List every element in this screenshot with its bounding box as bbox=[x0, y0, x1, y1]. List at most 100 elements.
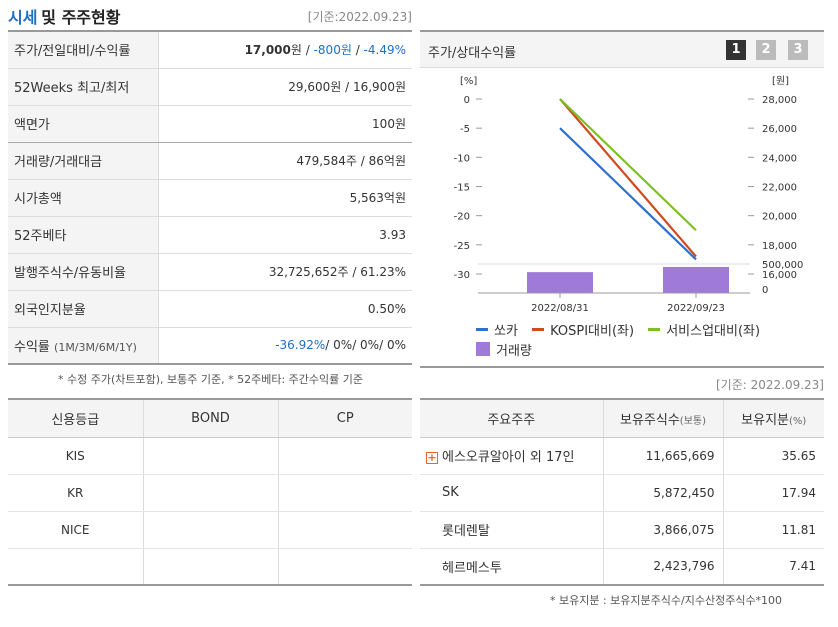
return-1y: 0% bbox=[386, 338, 406, 353]
shareholders-table: 주요주주 보유주식수(보통) 보유지분(%) + 에스오큐알아이 외 17인 11… bbox=[420, 398, 824, 586]
column-header: 보유주식수(보통) bbox=[603, 399, 724, 438]
table-row: 외국인지분율 0.50% bbox=[8, 290, 412, 328]
row-label: 액면가 bbox=[8, 105, 159, 143]
legend-item-socar[interactable]: 쏘카 bbox=[476, 319, 518, 339]
right-tick-label: 24,000 bbox=[762, 153, 797, 164]
right-tick-label: 26,000 bbox=[762, 124, 797, 135]
series-line bbox=[559, 98, 697, 232]
table-row: 시가총액 5,563억원 bbox=[8, 179, 412, 217]
title-text: 및 주주현황 bbox=[41, 8, 121, 27]
holder-name: 롯데렌탈 bbox=[420, 511, 604, 549]
table-row: NICE bbox=[8, 511, 412, 549]
section-title-row: 시세 및 주주현황 [기준:2022.09.23] bbox=[8, 4, 412, 27]
series-line bbox=[559, 127, 697, 261]
column-header: 보유지분(%) bbox=[723, 399, 824, 438]
right-axis-unit: [원] bbox=[772, 75, 789, 87]
left-tick-label: -15 bbox=[454, 183, 470, 194]
left-tick-label: -25 bbox=[454, 241, 470, 252]
column-header: BOND bbox=[143, 399, 279, 438]
row-label: 외국인지분율 bbox=[8, 290, 159, 328]
row-label: 주가/전일대비/수익률 bbox=[8, 31, 159, 69]
price-summary-table: 주가/전일대비/수익률 17,000원 / -800원 / -4.49% 52W… bbox=[8, 30, 412, 365]
legend-item-kospi[interactable]: KOSPI대비(좌) bbox=[532, 319, 634, 339]
holder-pct: 11.81 bbox=[723, 511, 824, 549]
price-footnote: * 수정 주가(차트포함), 보통주 기준, * 52주베타: 주간수익률 기준 bbox=[58, 373, 364, 386]
table-row: 거래량/거래대금 479,584주 / 86억원 bbox=[8, 142, 412, 180]
bond-rating bbox=[143, 474, 279, 512]
holders-footnote: * 보유지분 : 보유지분주식수/지수산정주식수*100 bbox=[550, 594, 783, 607]
holder-pct: 17.94 bbox=[723, 474, 824, 512]
left-axis-unit: [%] bbox=[460, 76, 477, 87]
row-value: 479,584주 / 86억원 bbox=[158, 142, 412, 180]
base-date: [기준:2022.09.23] bbox=[307, 10, 412, 24]
agency-name: NICE bbox=[8, 511, 144, 549]
header-sub: (보통) bbox=[679, 415, 706, 427]
left-tick-label: -30 bbox=[454, 270, 470, 281]
bond-rating bbox=[143, 511, 279, 549]
table-row: 발행주식수/유동비율 32,725,652주 / 61.23% bbox=[8, 253, 412, 291]
table-row: SK 5,872,450 17.94 bbox=[420, 474, 824, 512]
right-tick-label: 22,000 bbox=[762, 183, 797, 194]
row-label: 거래량/거래대금 bbox=[8, 142, 159, 180]
holder-pct: 7.41 bbox=[723, 548, 824, 586]
page-button-3[interactable]: 3 bbox=[788, 40, 808, 60]
row-value: 3.93 bbox=[158, 216, 412, 254]
cp-rating bbox=[278, 548, 412, 586]
volume-tick-label: 0 bbox=[762, 285, 768, 296]
table-header-row: 신용등급 BOND CP bbox=[8, 399, 412, 438]
holder-name: 헤르메스투 bbox=[420, 548, 604, 586]
legend-label: 쏘카 bbox=[494, 323, 518, 339]
title-highlight: 시세 bbox=[8, 8, 38, 27]
chart-legend: 쏘카 KOSPI대비(좌) 서비스업대비(좌) 거래량 bbox=[476, 319, 816, 360]
credit-rating-table: 신용등급 BOND CP KIS KR NICE bbox=[8, 398, 412, 586]
holder-shares: 3,866,075 bbox=[603, 511, 724, 549]
legend-item-volume[interactable]: 거래량 bbox=[476, 339, 532, 359]
legend-box-icon bbox=[476, 342, 490, 356]
series-line bbox=[559, 98, 697, 258]
legend-item-service[interactable]: 서비스업대비(좌) bbox=[648, 319, 760, 339]
return-1m: -36.92% bbox=[275, 338, 326, 353]
chart-header: 주가/상대수익률 1 2 3 bbox=[420, 30, 824, 68]
table-row: 52Weeks 최고/최저 29,600원 / 16,900원 bbox=[8, 68, 412, 106]
legend-line-icon bbox=[648, 327, 661, 331]
right-tick-label: 28,000 bbox=[762, 95, 797, 106]
column-header: 주요주주 bbox=[420, 399, 604, 438]
row-label: 발행주식수/유동비율 bbox=[8, 253, 159, 291]
right-tick-label: 16,000 bbox=[762, 270, 797, 281]
agency-name bbox=[8, 548, 144, 586]
page-button-2[interactable]: 2 bbox=[756, 40, 776, 60]
bond-rating bbox=[143, 548, 279, 586]
price-change-rate: -4.49% bbox=[363, 43, 406, 58]
holder-shares: 5,872,450 bbox=[603, 474, 724, 512]
x-tick-label: 2022/09/23 bbox=[667, 303, 725, 314]
column-header: 신용등급 bbox=[8, 399, 144, 438]
cp-rating bbox=[278, 437, 412, 475]
left-tick-label: 0 bbox=[464, 95, 470, 106]
row-value: 0.50% bbox=[158, 290, 412, 328]
price-unit: 원 bbox=[290, 43, 302, 58]
header-main: 보유지분 bbox=[741, 412, 790, 428]
table-row: 롯데렌탈 3,866,075 11.81 bbox=[420, 511, 824, 549]
return-values: -36.92%/ 0%/ 0%/ 0% bbox=[158, 327, 412, 365]
table-header-row: 주요주주 보유주식수(보통) 보유지분(%) bbox=[420, 399, 824, 438]
return-label-sub: (1M/3M/6M/1Y) bbox=[54, 340, 137, 354]
table-row: 52주베타 3.93 bbox=[8, 216, 412, 254]
agency-name: KIS bbox=[8, 437, 144, 475]
left-tick-label: -10 bbox=[454, 153, 470, 164]
base-date-2: [기준: 2022.09.23] bbox=[715, 378, 824, 392]
left-tick-label: -5 bbox=[460, 124, 470, 135]
legend-label: KOSPI대비(좌) bbox=[550, 323, 635, 339]
return-3m: 0% bbox=[333, 338, 353, 353]
page-button-1[interactable]: 1 bbox=[726, 40, 746, 60]
row-value: 32,725,652주 / 61.23% bbox=[158, 253, 412, 291]
holder-name: SK bbox=[420, 474, 604, 512]
left-tick-label: -20 bbox=[454, 212, 470, 223]
row-label: 52Weeks 최고/최저 bbox=[8, 68, 159, 106]
header-main: 보유주식수 bbox=[619, 412, 680, 428]
expand-plus-icon[interactable]: + bbox=[426, 450, 438, 464]
right-tick-label: 20,000 bbox=[762, 212, 797, 223]
table-row: + 에스오큐알아이 외 17인 11,665,669 35.65 bbox=[420, 437, 824, 475]
row-label: 시가총액 bbox=[8, 179, 159, 217]
holder-name-cell: + 에스오큐알아이 외 17인 bbox=[420, 437, 604, 475]
table-row: KIS bbox=[8, 437, 412, 475]
